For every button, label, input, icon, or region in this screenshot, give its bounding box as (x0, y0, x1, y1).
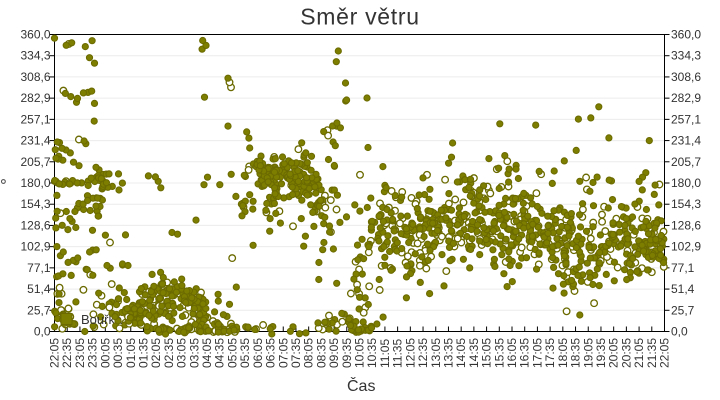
svg-text:13:35: 13:35 (441, 338, 455, 368)
svg-text:20:05: 20:05 (607, 338, 621, 368)
svg-text:128,6: 128,6 (671, 218, 701, 232)
svg-text:205,7: 205,7 (20, 155, 50, 169)
svg-text:21:05: 21:05 (632, 338, 646, 368)
svg-text:25,7: 25,7 (671, 303, 695, 317)
svg-text:282,9: 282,9 (20, 91, 50, 105)
svg-text:16:05: 16:05 (505, 338, 519, 368)
svg-text:25,7: 25,7 (27, 303, 51, 317)
svg-text:03:35: 03:35 (187, 338, 201, 368)
svg-text:02:35: 02:35 (162, 338, 176, 368)
svg-text:360,0: 360,0 (671, 28, 701, 42)
svg-text:14:05: 14:05 (454, 338, 468, 368)
svg-text:09:35: 09:35 (340, 338, 354, 368)
svg-text:180,0: 180,0 (671, 176, 701, 190)
svg-text:23:05: 23:05 (73, 338, 87, 368)
svg-text:18:35: 18:35 (569, 338, 583, 368)
svg-text:77,1: 77,1 (27, 261, 51, 275)
svg-text:21:35: 21:35 (645, 338, 659, 368)
svg-text:360,0: 360,0 (20, 28, 50, 42)
svg-text:19:05: 19:05 (581, 338, 595, 368)
svg-text:01:05: 01:05 (124, 338, 138, 368)
svg-text:07:05: 07:05 (276, 338, 290, 368)
svg-text:06:05: 06:05 (251, 338, 265, 368)
svg-text:51,4: 51,4 (671, 282, 695, 296)
svg-text:180,0: 180,0 (20, 176, 50, 190)
svg-text:Směr větru: Směr větru (300, 4, 419, 30)
svg-text:19:35: 19:35 (594, 338, 608, 368)
svg-text:10:35: 10:35 (365, 338, 379, 368)
svg-text:01:35: 01:35 (136, 338, 150, 368)
svg-text:22:35: 22:35 (60, 338, 74, 368)
svg-text:16:35: 16:35 (518, 338, 532, 368)
svg-text:308,6: 308,6 (671, 70, 701, 84)
svg-text:205,7: 205,7 (671, 155, 701, 169)
svg-text:154,3: 154,3 (20, 197, 50, 211)
svg-text:10:05: 10:05 (353, 338, 367, 368)
svg-text:334,3: 334,3 (671, 49, 701, 63)
svg-text:02:05: 02:05 (149, 338, 163, 368)
svg-text:102,9: 102,9 (20, 240, 50, 254)
svg-text:308,6: 308,6 (20, 70, 50, 84)
svg-text:14:35: 14:35 (467, 338, 481, 368)
svg-text:102,9: 102,9 (671, 240, 701, 254)
svg-text:09:05: 09:05 (327, 338, 341, 368)
svg-text:51,4: 51,4 (27, 282, 51, 296)
svg-text:08:35: 08:35 (314, 338, 328, 368)
svg-text:11:05: 11:05 (378, 339, 392, 368)
svg-text:15:05: 15:05 (480, 338, 494, 368)
svg-text:06:35: 06:35 (264, 338, 278, 368)
svg-text:00:35: 00:35 (111, 338, 125, 368)
svg-text:17:35: 17:35 (543, 338, 557, 368)
svg-text:257,1: 257,1 (671, 112, 701, 126)
svg-text:22:05: 22:05 (658, 338, 672, 368)
svg-text:257,1: 257,1 (20, 112, 50, 126)
svg-text:15:35: 15:35 (492, 338, 506, 368)
svg-text:11:35: 11:35 (391, 339, 405, 368)
svg-text:04:05: 04:05 (200, 338, 214, 368)
svg-text:18:05: 18:05 (556, 338, 570, 368)
svg-text:12:35: 12:35 (416, 338, 430, 368)
svg-text:22:05: 22:05 (48, 338, 62, 368)
svg-text:05:05: 05:05 (225, 338, 239, 368)
svg-text:231,4: 231,4 (20, 134, 50, 148)
svg-text:12:05: 12:05 (403, 338, 417, 368)
svg-text:0,0: 0,0 (34, 325, 51, 339)
svg-text:77,1: 77,1 (671, 261, 695, 275)
svg-text:00:05: 00:05 (98, 338, 112, 368)
svg-text:05:35: 05:35 (238, 338, 252, 368)
svg-text:334,3: 334,3 (20, 49, 50, 63)
svg-text:23:35: 23:35 (86, 338, 100, 368)
svg-text:128,6: 128,6 (20, 218, 50, 232)
svg-text:0,0: 0,0 (671, 325, 688, 339)
svg-text:Čas: Čas (347, 376, 375, 395)
svg-text:20:35: 20:35 (619, 338, 633, 368)
svg-text:04:35: 04:35 (213, 338, 227, 368)
svg-text:154,3: 154,3 (671, 197, 701, 211)
svg-text:07:35: 07:35 (289, 338, 303, 368)
svg-text:03:05: 03:05 (175, 338, 189, 368)
svg-text:08:05: 08:05 (302, 338, 316, 368)
svg-text:231,4: 231,4 (671, 134, 701, 148)
svg-text:17:05: 17:05 (530, 338, 544, 368)
svg-text:13:05: 13:05 (429, 338, 443, 368)
svg-text:282,9: 282,9 (671, 91, 701, 105)
